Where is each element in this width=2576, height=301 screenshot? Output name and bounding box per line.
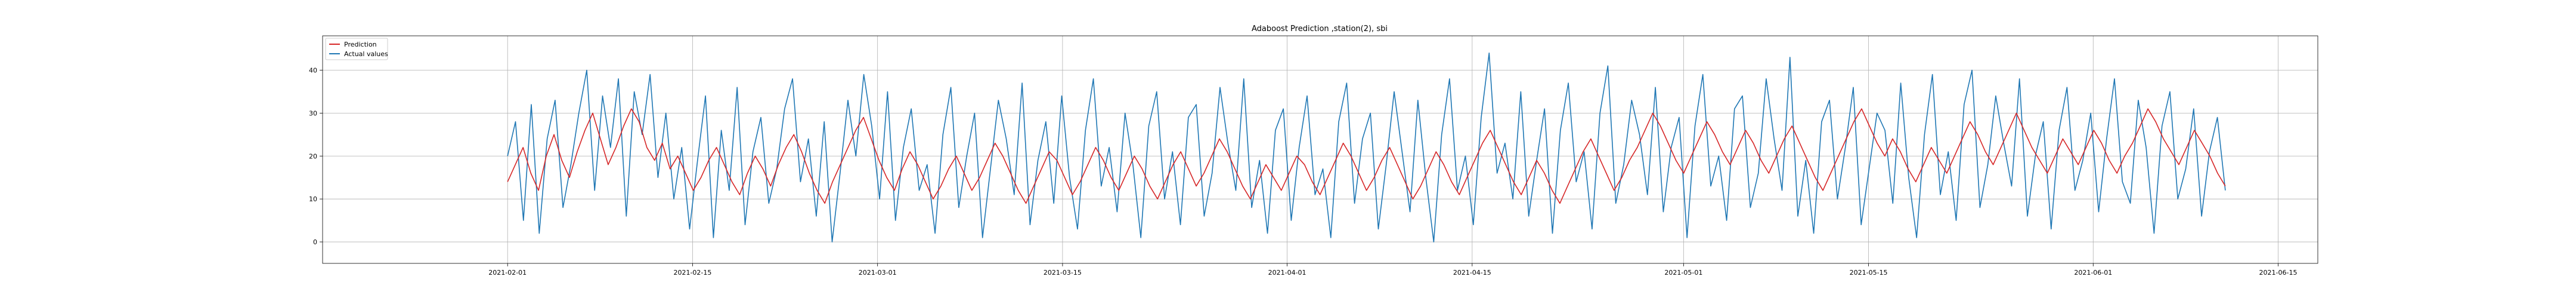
x-tick-label: 2021-04-15 bbox=[1453, 269, 1491, 277]
x-tick-label: 2021-06-01 bbox=[2074, 269, 2112, 277]
legend-box bbox=[325, 38, 388, 60]
x-tick-label: 2021-02-15 bbox=[673, 269, 711, 277]
x-tick-label: 2021-03-15 bbox=[1044, 269, 1082, 277]
y-tick-label: 20 bbox=[309, 152, 317, 160]
x-tick-label: 2021-04-01 bbox=[1268, 269, 1306, 277]
legend-label-prediction: Prediction bbox=[344, 41, 377, 48]
y-tick-label: 10 bbox=[309, 195, 317, 203]
chart-title: Adaboost Prediction ,station(2), sbi bbox=[1252, 24, 1388, 33]
y-tick-label: 30 bbox=[309, 109, 317, 117]
x-tick-label: 2021-06-15 bbox=[2259, 269, 2298, 277]
x-tick-label: 2021-03-01 bbox=[859, 269, 897, 277]
legend: Prediction Actual values bbox=[325, 38, 388, 60]
y-tick-label: 40 bbox=[309, 67, 317, 75]
series-layer bbox=[507, 53, 2226, 242]
x-tick-label: 2021-02-01 bbox=[488, 269, 527, 277]
y-tick-label: 0 bbox=[313, 238, 317, 246]
grid bbox=[323, 36, 2318, 263]
x-tick-label: 2021-05-15 bbox=[1850, 269, 1888, 277]
legend-label-actual: Actual values bbox=[344, 50, 388, 58]
x-tick-label: 2021-05-01 bbox=[1664, 269, 1702, 277]
axes: 0 10 20 30 40 2021-02-01 2021-02-15 2021-03-01 2… bbox=[309, 35, 2318, 277]
series-line-prediction bbox=[507, 108, 2226, 204]
plot-frame bbox=[322, 35, 2318, 264]
series-line-actual-values bbox=[507, 53, 2226, 242]
